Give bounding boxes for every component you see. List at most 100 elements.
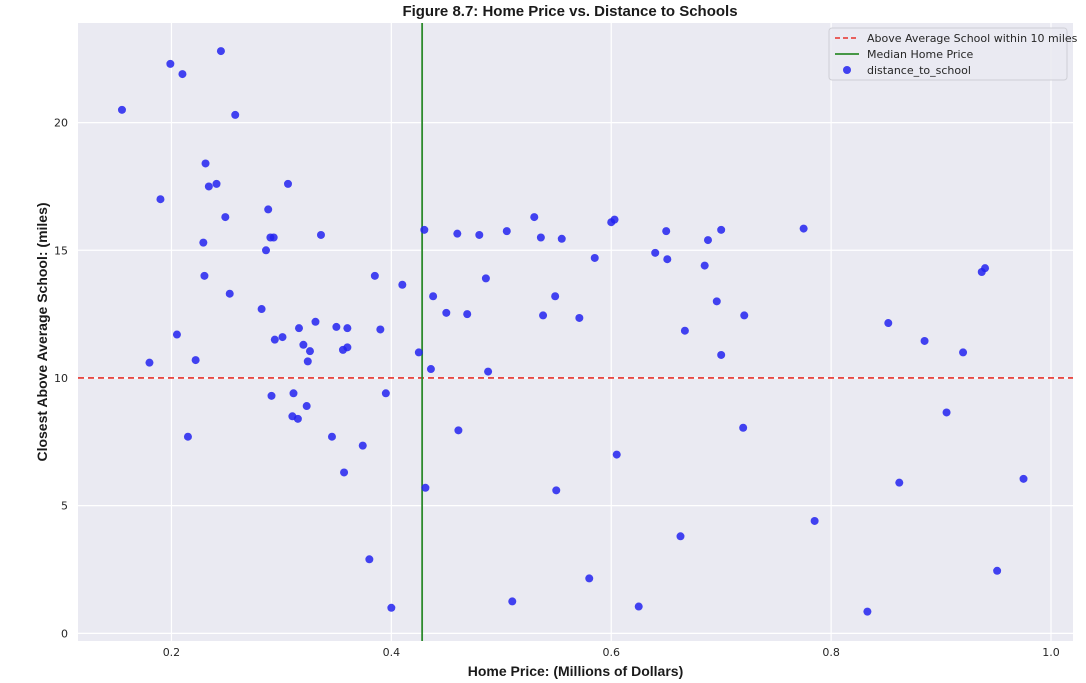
y-tick-label: 20 xyxy=(54,117,68,130)
data-point xyxy=(585,574,594,583)
data-point xyxy=(421,483,430,492)
grid-lines xyxy=(78,23,1073,641)
plot-area xyxy=(78,23,1073,641)
data-point xyxy=(484,367,493,376)
data-point xyxy=(884,319,893,328)
data-point xyxy=(299,340,308,349)
data-point xyxy=(303,357,312,366)
data-point xyxy=(634,602,643,611)
data-point xyxy=(267,391,276,400)
data-point xyxy=(810,516,819,525)
data-point xyxy=(590,253,599,262)
data-point xyxy=(289,389,298,398)
data-point xyxy=(225,289,234,298)
data-point xyxy=(552,486,561,495)
data-point xyxy=(340,468,349,477)
data-point xyxy=(262,246,271,255)
data-point xyxy=(370,271,379,280)
data-point xyxy=(676,532,685,541)
data-point xyxy=(700,261,709,270)
data-point xyxy=(327,432,336,441)
legend-item-above-average-school: Above Average School within 10 miles xyxy=(867,32,1078,45)
data-point xyxy=(365,555,374,564)
data-point xyxy=(117,105,126,114)
data-point xyxy=(612,450,621,459)
data-point xyxy=(156,195,165,204)
data-point xyxy=(358,441,367,450)
data-point xyxy=(557,234,566,243)
data-point xyxy=(712,297,721,306)
data-point xyxy=(278,333,287,342)
x-tick-label: 0.4 xyxy=(383,646,401,659)
legend-item-median-home-price: Median Home Price xyxy=(867,48,974,61)
data-point xyxy=(381,389,390,398)
data-point xyxy=(717,350,726,359)
data-point xyxy=(269,233,278,242)
data-point xyxy=(212,179,221,188)
data-point xyxy=(536,233,545,242)
data-point xyxy=(508,597,517,606)
data-point xyxy=(166,59,175,68)
data-point xyxy=(343,324,352,333)
data-point xyxy=(387,603,396,612)
x-axis-label: Home Price: (Millions of Dollars) xyxy=(468,663,683,679)
x-tick-label: 1.0 xyxy=(1042,646,1060,659)
data-point xyxy=(551,292,560,301)
data-point xyxy=(204,182,213,191)
data-point xyxy=(316,230,325,239)
data-point xyxy=(270,335,279,344)
data-point xyxy=(740,311,749,320)
data-point xyxy=(221,213,230,222)
data-point xyxy=(993,566,1002,575)
data-point xyxy=(442,308,451,317)
data-point xyxy=(717,225,726,234)
legend-item-distance-to-school: distance_to_school xyxy=(867,64,971,77)
data-point xyxy=(414,348,423,357)
data-point xyxy=(191,356,200,365)
data-points xyxy=(117,47,1028,616)
y-axis-label: Closest Above Average School: (miles) xyxy=(34,202,50,461)
data-point xyxy=(895,478,904,487)
data-point xyxy=(294,324,303,333)
data-point xyxy=(502,227,511,236)
data-point xyxy=(216,47,225,56)
data-point xyxy=(145,358,154,367)
x-tick-label: 0.8 xyxy=(822,646,840,659)
y-tick-label: 10 xyxy=(54,372,68,385)
data-point xyxy=(680,326,689,335)
data-point xyxy=(257,305,266,314)
data-point xyxy=(376,325,385,334)
data-point xyxy=(463,310,472,319)
data-point xyxy=(302,402,311,411)
data-point xyxy=(264,205,273,214)
x-tick-label: 0.6 xyxy=(602,646,620,659)
data-point xyxy=(663,255,672,264)
data-point xyxy=(863,607,872,616)
y-tick-label: 5 xyxy=(61,500,68,513)
data-point xyxy=(942,408,951,417)
y-tick-label: 15 xyxy=(54,244,68,257)
legend-swatch-dot xyxy=(843,66,851,74)
x-tick-label: 0.2 xyxy=(163,646,181,659)
data-point xyxy=(920,336,929,345)
data-point xyxy=(231,110,240,119)
data-point xyxy=(305,347,314,356)
data-point xyxy=(475,230,484,239)
y-tick-label: 0 xyxy=(61,627,68,640)
data-point xyxy=(172,330,181,339)
data-point xyxy=(343,343,352,352)
data-point xyxy=(1019,474,1028,483)
data-point xyxy=(981,264,990,273)
legend-box xyxy=(828,27,1068,81)
data-point xyxy=(398,280,407,289)
data-point xyxy=(183,432,192,441)
data-point xyxy=(799,224,808,233)
data-point xyxy=(293,414,302,423)
data-point xyxy=(283,179,292,188)
data-point xyxy=(651,248,660,257)
data-point xyxy=(481,274,490,283)
data-point xyxy=(453,229,462,238)
data-point xyxy=(703,236,712,245)
data-point xyxy=(201,159,210,168)
